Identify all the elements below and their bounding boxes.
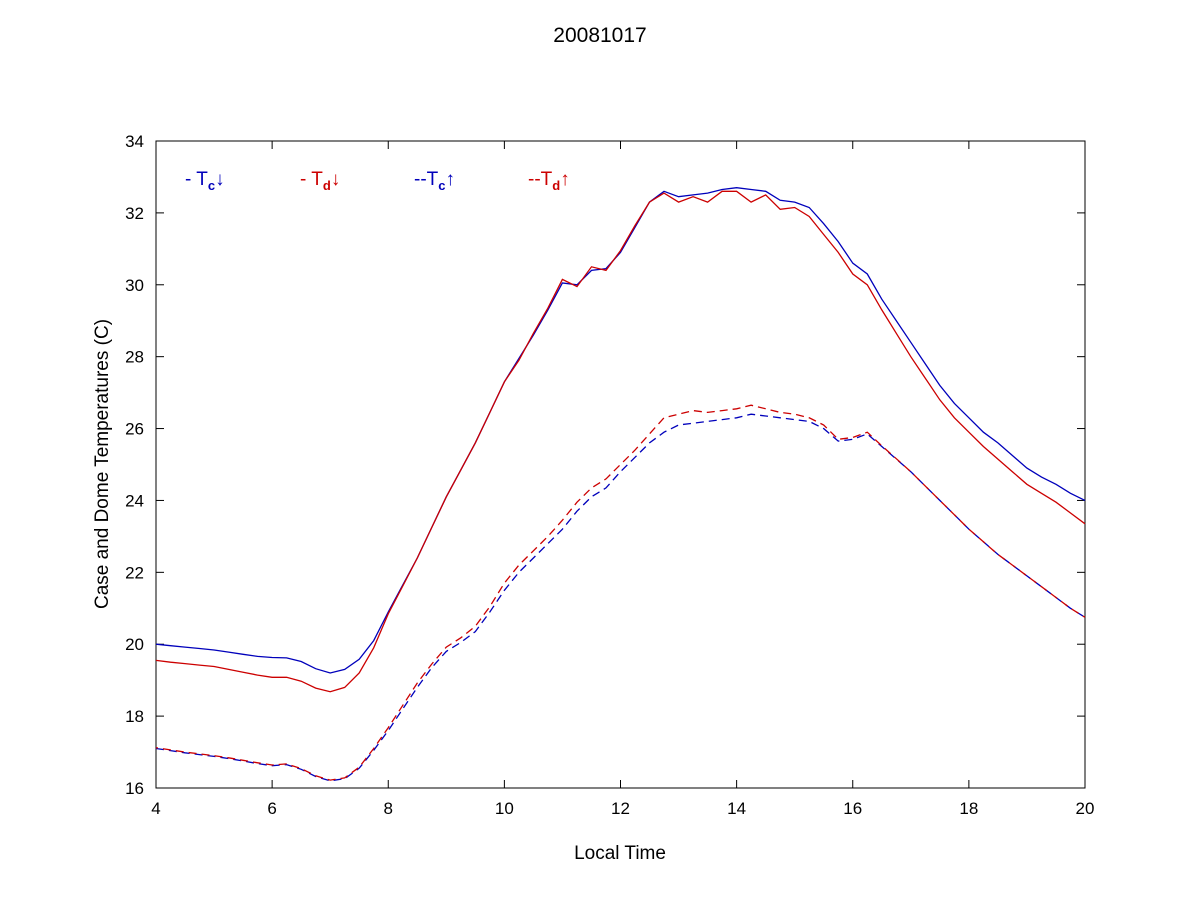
series-line-tc-up xyxy=(155,413,1086,782)
x-axis-label: Local Time xyxy=(574,843,666,864)
series-line-td-down xyxy=(155,190,1086,693)
legend-subscript: d xyxy=(322,177,331,193)
legend-subscript: c xyxy=(207,177,216,193)
legend-linestyle-sample: -- xyxy=(414,169,427,190)
down-arrow-icon: ↓ xyxy=(215,169,225,190)
legend: - Tc↓ - Td↓ --Tc↑ --Td↑ xyxy=(0,169,1200,197)
y-tick-label: 28 xyxy=(125,348,144,367)
series-line-tc-down xyxy=(155,187,1086,674)
legend-item-tc-down: - Tc↓ xyxy=(185,169,225,193)
down-arrow-icon: ↓ xyxy=(330,169,341,190)
x-tick-label: 10 xyxy=(495,799,514,818)
y-tick-label: 16 xyxy=(125,779,144,798)
legend-subscript: c xyxy=(438,177,446,193)
chart-title: 20081017 xyxy=(553,24,647,47)
legend-symbol: T xyxy=(540,169,553,190)
x-tick-label: 12 xyxy=(611,799,630,818)
legend-linestyle-sample: -- xyxy=(528,169,541,190)
legend-linestyle-sample: - xyxy=(185,169,197,190)
up-arrow-icon: ↑ xyxy=(445,169,456,190)
legend-symbol: T xyxy=(311,169,323,190)
y-tick-label: 18 xyxy=(125,707,144,726)
legend-item-tc-up: --Tc↑ xyxy=(414,169,455,193)
x-tick-label: 18 xyxy=(959,799,978,818)
y-tick-label: 20 xyxy=(125,635,144,654)
up-arrow-icon: ↑ xyxy=(560,169,570,190)
y-tick-label: 22 xyxy=(125,563,144,582)
series-line-td-up xyxy=(155,404,1086,781)
x-tick-label: 4 xyxy=(151,799,160,818)
legend-subscript: d xyxy=(552,177,561,193)
legend-symbol: T xyxy=(426,169,439,190)
legend-item-td-up: --Td↑ xyxy=(528,169,570,193)
legend-linestyle-sample: - xyxy=(300,169,312,190)
x-tick-label: 6 xyxy=(267,799,276,818)
y-tick-label: 30 xyxy=(125,276,144,295)
axes-box xyxy=(155,140,1086,789)
y-tick-label: 34 xyxy=(125,132,144,151)
x-tick-label: 20 xyxy=(1076,799,1095,818)
y-tick-label: 32 xyxy=(125,204,144,223)
legend-item-td-down: - Td↓ xyxy=(300,169,340,193)
legend-symbol: T xyxy=(196,169,208,190)
x-tick-label: 14 xyxy=(727,799,746,818)
y-tick-label: 24 xyxy=(125,491,144,510)
x-tick-label: 16 xyxy=(843,799,862,818)
x-tick-label: 8 xyxy=(384,799,393,818)
y-tick-label: 26 xyxy=(125,420,144,439)
